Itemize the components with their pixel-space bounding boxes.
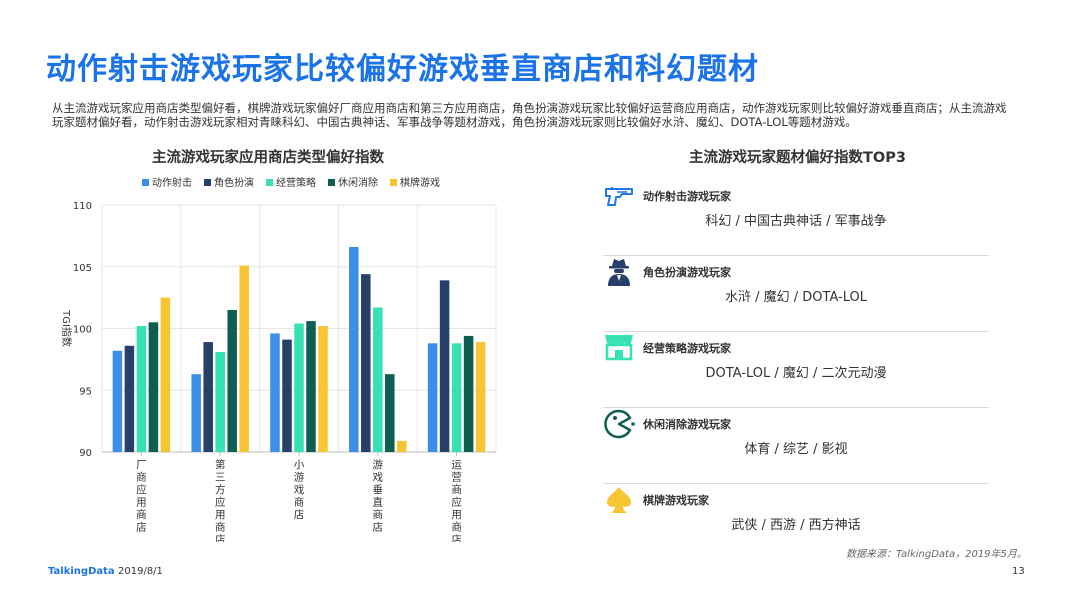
genre-tags: DOTA-LOL / 魔幻 / 二次元动漫 bbox=[705, 366, 887, 381]
row-divider bbox=[603, 483, 989, 484]
bar bbox=[191, 374, 201, 452]
genre-tags: 武侠 / 西游 / 西方神话 bbox=[731, 518, 861, 533]
legend-label: 棋牌游戏 bbox=[400, 176, 440, 189]
bar bbox=[270, 333, 280, 452]
genre-row-strategy: 经营策略游戏玩家 DOTA-LOL / 魔幻 / 二次元动漫 bbox=[603, 332, 989, 408]
y-tick-label: 90 bbox=[79, 448, 92, 459]
genre-name: 休闲消除游戏玩家 bbox=[643, 418, 731, 431]
bar bbox=[148, 322, 159, 452]
bar bbox=[160, 297, 171, 452]
bar bbox=[294, 323, 304, 452]
legend-swatch bbox=[266, 179, 273, 186]
pacman-icon bbox=[604, 409, 635, 439]
bar bbox=[349, 246, 359, 452]
y-tick-label: 95 bbox=[79, 386, 92, 397]
x-tick-label: 厂商应用商店 bbox=[136, 459, 147, 534]
footer-date: 2019/8/1 bbox=[118, 566, 163, 577]
genre-name: 棋牌游戏玩家 bbox=[643, 494, 709, 507]
row-divider bbox=[603, 407, 989, 408]
genre-tags: 科幻 / 中国古典神话 / 军事战争 bbox=[705, 214, 887, 229]
legend-swatch bbox=[328, 179, 335, 186]
bar bbox=[227, 309, 237, 452]
shop-icon bbox=[605, 335, 633, 361]
bar bbox=[306, 321, 316, 452]
bar bbox=[373, 307, 383, 452]
x-tick-label: 运营商应用商店 bbox=[451, 459, 462, 542]
bar bbox=[451, 343, 462, 452]
bar bbox=[463, 335, 474, 452]
row-divider bbox=[603, 255, 989, 256]
source-note: 数据来源：TalkingData，2019年5月。 bbox=[846, 549, 1027, 560]
genre-name: 动作射击游戏玩家 bbox=[643, 190, 731, 203]
genre-tags: 体育 / 综艺 / 影视 bbox=[744, 442, 848, 457]
legend-label: 角色扮演 bbox=[214, 176, 254, 189]
genre-row-action: 动作射击游戏玩家 科幻 / 中国古典神话 / 军事战争 bbox=[603, 180, 989, 256]
bar bbox=[203, 342, 213, 452]
genre-row-casual: 休闲消除游戏玩家 体育 / 综艺 / 影视 bbox=[603, 408, 989, 484]
legend-swatch bbox=[390, 179, 397, 186]
legend-label: 休闲消除 bbox=[338, 176, 378, 189]
x-tick-label: 游戏垂直商店 bbox=[373, 458, 384, 534]
bar bbox=[397, 440, 407, 452]
legend-label: 经营策略 bbox=[276, 176, 316, 189]
bar bbox=[215, 351, 225, 452]
bar bbox=[318, 326, 328, 452]
bar bbox=[124, 345, 135, 452]
legend-swatch bbox=[204, 179, 211, 186]
bar bbox=[282, 339, 292, 452]
bar bbox=[439, 280, 450, 452]
chart-title: 主流游戏玩家应用商店类型偏好指数 bbox=[152, 150, 384, 166]
genre-row-board: 棋牌游戏玩家 武侠 / 西游 / 西方神话 bbox=[603, 484, 989, 560]
genre-name: 经营策略游戏玩家 bbox=[643, 342, 731, 355]
y-axis-label: TGI指数 bbox=[60, 309, 73, 347]
legend-label: 动作射击 bbox=[152, 177, 192, 189]
x-tick-label: 第三方应用商店 bbox=[215, 458, 226, 542]
bar bbox=[385, 374, 395, 452]
bar bbox=[427, 343, 438, 452]
talkingdata-logo: TalkingData bbox=[48, 566, 115, 577]
y-tick-label: 110 bbox=[73, 201, 92, 212]
y-tick-label: 105 bbox=[73, 263, 92, 274]
bar bbox=[112, 350, 123, 452]
bar bbox=[475, 342, 486, 452]
gun-icon bbox=[605, 187, 633, 206]
bar bbox=[239, 265, 249, 452]
bar bbox=[136, 326, 147, 452]
genre-name: 角色扮演游戏玩家 bbox=[643, 266, 731, 279]
bar bbox=[361, 274, 371, 452]
description-text: 从主流游戏玩家应用商店类型偏好看，棋牌游戏玩家偏好厂商应用商店和第三方应用商店，… bbox=[52, 101, 1007, 129]
page-number: 13 bbox=[1012, 566, 1025, 577]
legend-swatch bbox=[142, 179, 149, 186]
y-tick-label: 100 bbox=[73, 325, 92, 336]
page-title: 动作射击游戏玩家比较偏好游戏垂直商店和科幻题材 bbox=[46, 52, 759, 87]
right-panel-title: 主流游戏玩家题材偏好指数TOP3 bbox=[689, 150, 906, 166]
genre-tags: 水浒 / 魔幻 / DOTA-LOL bbox=[724, 290, 868, 305]
spade-icon bbox=[607, 487, 631, 513]
spy-icon bbox=[608, 259, 630, 286]
genre-row-rpg: 角色扮演游戏玩家 水浒 / 魔幻 / DOTA-LOL bbox=[603, 256, 989, 332]
x-tick-label: 小游戏商店 bbox=[294, 459, 305, 521]
row-divider bbox=[603, 331, 989, 332]
